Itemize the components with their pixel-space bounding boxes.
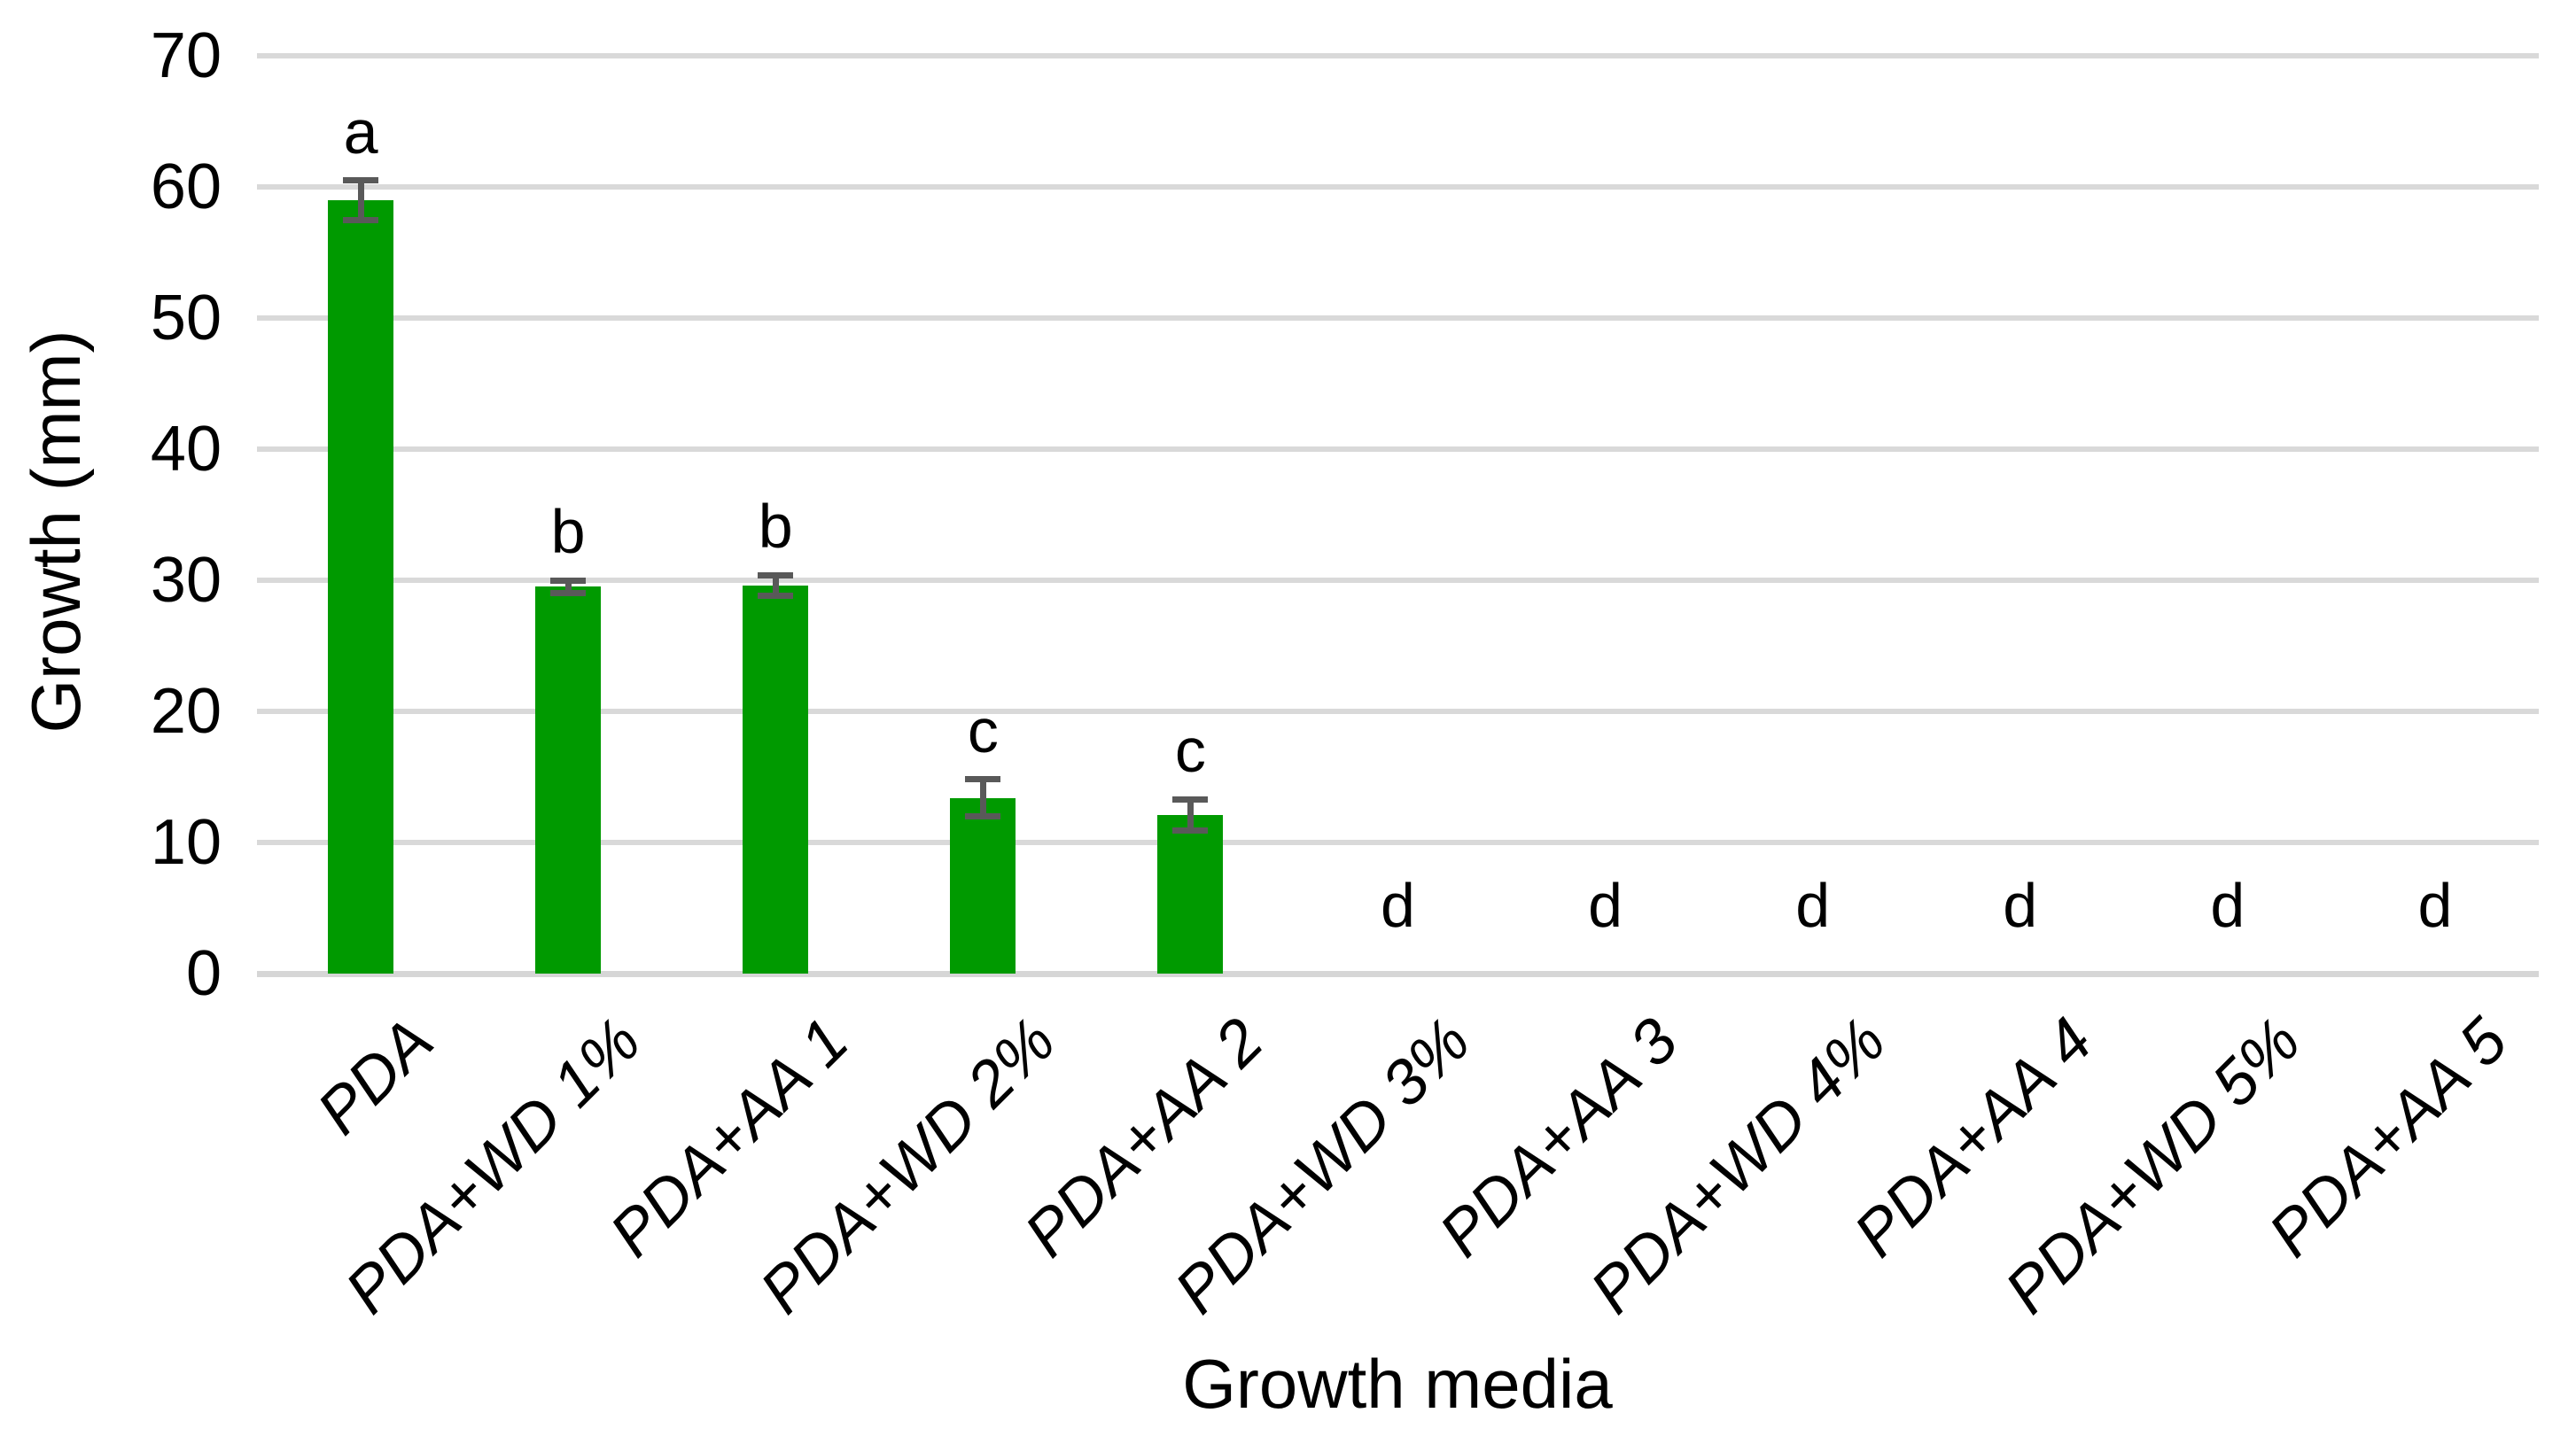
gridline [257,315,2539,321]
error-bar-top-cap [965,776,1001,783]
gridline [257,446,2539,452]
error-bar-bottom-cap [758,593,794,600]
significance-letter: a [343,97,378,167]
x-category-label: PDA [303,1005,447,1148]
significance-letter: c [967,695,999,765]
significance-letter: d [2003,871,2038,940]
significance-letter: c [1174,716,1206,786]
error-bar-top-cap [1172,796,1209,803]
error-bar-line [979,779,986,817]
bar [328,199,394,974]
gridline [257,578,2539,583]
significance-letter: d [1588,871,1623,940]
error-bar-bottom-cap [343,216,379,223]
bar [950,797,1016,974]
y-tick-label: 10 [150,807,222,878]
bar [743,585,809,974]
gridline [257,840,2539,845]
x-axis-line [257,970,2539,977]
significance-letter: d [2210,871,2245,940]
error-bar-line [1187,799,1194,831]
error-bar-line [357,180,364,220]
error-bar-top-cap [550,577,587,584]
gridline [257,53,2539,58]
significance-letter: d [1795,871,1831,940]
y-tick-label: 0 [185,938,222,1009]
error-bar-bottom-cap [550,590,587,597]
y-tick-label: 30 [150,545,222,616]
x-axis-title: Growth media [1182,1345,1613,1423]
gridline [257,709,2539,714]
y-tick-label: 20 [150,676,222,747]
error-bar-bottom-cap [965,812,1001,819]
y-tick-label: 50 [150,283,222,353]
y-tick-label: 60 [150,151,222,222]
significance-letter: d [1381,871,1415,940]
y-tick-label: 40 [150,414,222,485]
error-bar-line [564,580,572,594]
gridline [257,184,2539,190]
error-bar-line [772,575,779,596]
error-bar-top-cap [758,571,794,578]
error-bar-bottom-cap [1172,827,1209,835]
bar [1157,814,1224,974]
y-tick-label: 70 [150,20,222,91]
bar [535,586,602,974]
significance-letter: d [2417,871,2453,940]
error-bar-top-cap [343,177,379,184]
significance-letter: b [550,497,586,566]
significance-letter: b [758,492,793,562]
